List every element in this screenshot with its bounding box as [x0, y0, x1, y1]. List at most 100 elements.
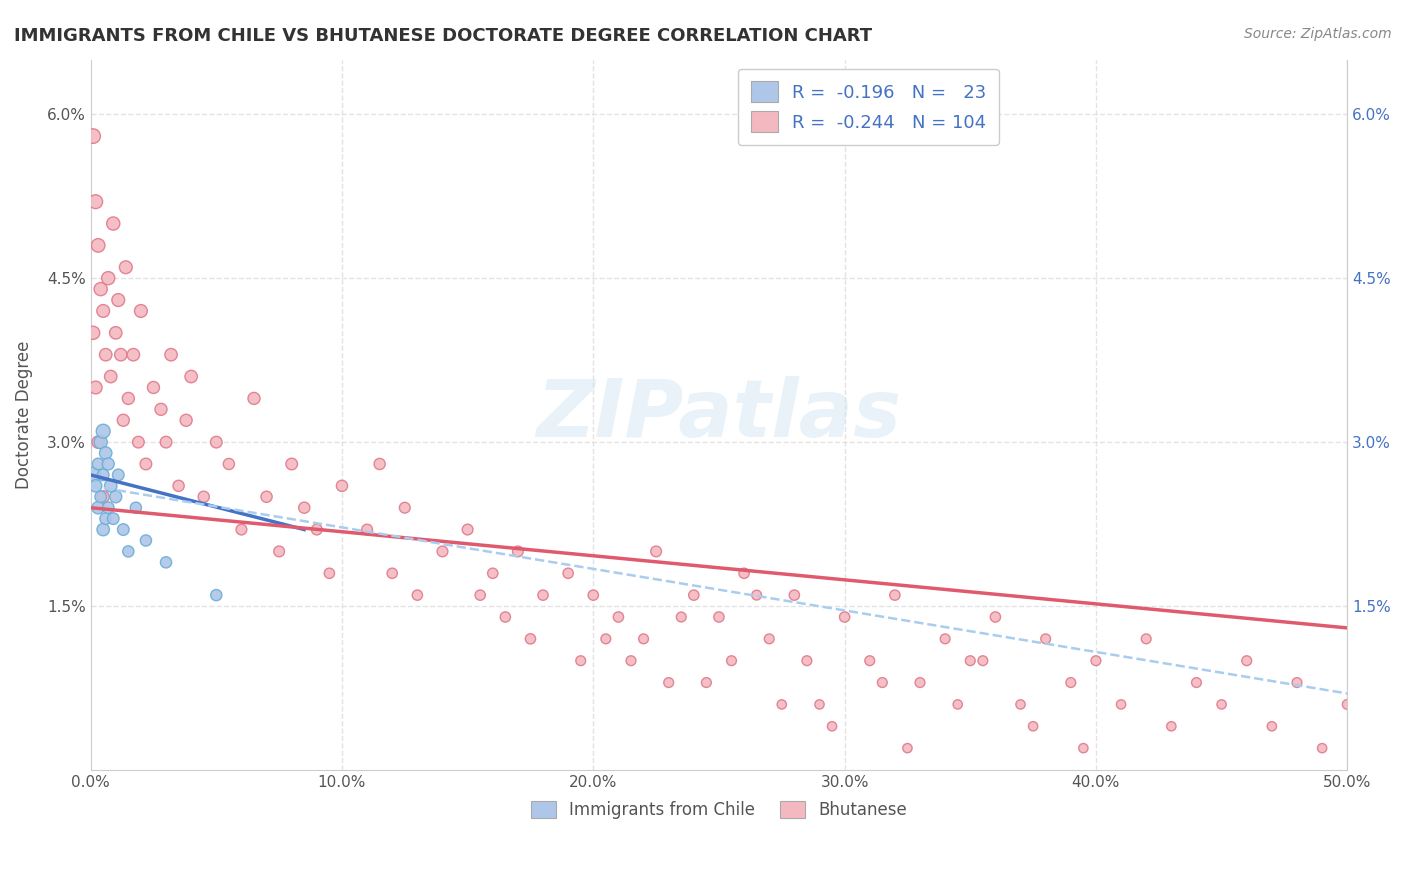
- Point: [1084, 654, 1107, 668]
- Point: [959, 654, 981, 668]
- Point: [695, 675, 717, 690]
- Point: [432, 544, 454, 558]
- Point: [1211, 698, 1233, 712]
- Point: [808, 698, 831, 712]
- Point: [934, 632, 956, 646]
- Point: [796, 654, 818, 668]
- Point: [494, 610, 516, 624]
- Point: [112, 523, 135, 537]
- Point: [707, 610, 730, 624]
- Point: [91, 467, 114, 482]
- Point: [122, 348, 145, 362]
- Point: [506, 544, 529, 558]
- Point: [87, 500, 110, 515]
- Point: [595, 632, 617, 646]
- Point: [783, 588, 806, 602]
- Point: [280, 457, 302, 471]
- Point: [135, 457, 157, 471]
- Point: [107, 293, 129, 307]
- Point: [82, 326, 104, 340]
- Point: [872, 675, 894, 690]
- Text: IMMIGRANTS FROM CHILE VS BHUTANESE DOCTORATE DEGREE CORRELATION CHART: IMMIGRANTS FROM CHILE VS BHUTANESE DOCTO…: [14, 27, 872, 45]
- Point: [406, 588, 429, 602]
- Point: [1135, 632, 1157, 646]
- Point: [682, 588, 704, 602]
- Point: [97, 271, 120, 285]
- Point: [557, 566, 579, 581]
- Point: [720, 654, 742, 668]
- Point: [470, 588, 492, 602]
- Point: [381, 566, 404, 581]
- Point: [1160, 719, 1182, 733]
- Point: [87, 457, 110, 471]
- Point: [100, 369, 122, 384]
- Point: [1109, 698, 1132, 712]
- Point: [1310, 741, 1333, 756]
- Point: [103, 511, 125, 525]
- Point: [908, 675, 931, 690]
- Point: [180, 369, 202, 384]
- Point: [821, 719, 844, 733]
- Point: [150, 402, 173, 417]
- Text: Source: ZipAtlas.com: Source: ZipAtlas.com: [1244, 27, 1392, 41]
- Point: [368, 457, 391, 471]
- Point: [457, 523, 479, 537]
- Point: [946, 698, 969, 712]
- Y-axis label: Doctorate Degree: Doctorate Degree: [15, 341, 32, 489]
- Point: [87, 435, 110, 450]
- Point: [1285, 675, 1308, 690]
- Point: [97, 500, 120, 515]
- Point: [318, 566, 340, 581]
- Point: [167, 479, 190, 493]
- Point: [84, 479, 107, 493]
- Point: [1060, 675, 1083, 690]
- Point: [193, 490, 215, 504]
- Point: [114, 260, 136, 275]
- Point: [91, 490, 114, 504]
- Point: [82, 129, 104, 144]
- Point: [218, 457, 240, 471]
- Point: [129, 304, 152, 318]
- Point: [633, 632, 655, 646]
- Point: [104, 490, 127, 504]
- Point: [90, 490, 112, 504]
- Point: [91, 523, 114, 537]
- Point: [292, 500, 315, 515]
- Point: [834, 610, 856, 624]
- Point: [1261, 719, 1284, 733]
- Point: [91, 304, 114, 318]
- Point: [569, 654, 592, 668]
- Point: [582, 588, 605, 602]
- Point: [1185, 675, 1208, 690]
- Point: [1236, 654, 1258, 668]
- Point: [103, 217, 125, 231]
- Point: [104, 326, 127, 340]
- Point: [107, 467, 129, 482]
- Point: [645, 544, 668, 558]
- Point: [671, 610, 693, 624]
- Point: [305, 523, 328, 537]
- Point: [112, 413, 135, 427]
- Point: [94, 511, 117, 525]
- Point: [90, 435, 112, 450]
- Point: [620, 654, 643, 668]
- Point: [97, 457, 120, 471]
- Point: [84, 380, 107, 394]
- Point: [94, 446, 117, 460]
- Point: [519, 632, 541, 646]
- Point: [745, 588, 768, 602]
- Point: [142, 380, 165, 394]
- Point: [256, 490, 278, 504]
- Point: [110, 348, 132, 362]
- Point: [94, 348, 117, 362]
- Point: [1010, 698, 1032, 712]
- Point: [117, 544, 139, 558]
- Point: [972, 654, 994, 668]
- Point: [117, 392, 139, 406]
- Point: [82, 467, 104, 482]
- Point: [135, 533, 157, 548]
- Point: [127, 435, 149, 450]
- Point: [84, 194, 107, 209]
- Point: [356, 523, 378, 537]
- Point: [125, 500, 148, 515]
